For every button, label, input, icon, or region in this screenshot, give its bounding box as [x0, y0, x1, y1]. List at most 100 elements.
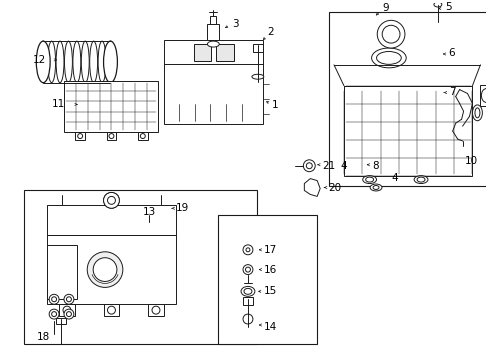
Text: 6: 6 — [448, 48, 454, 58]
Bar — [56, 318, 66, 324]
Bar — [47, 205, 175, 235]
Bar — [138, 132, 147, 140]
Ellipse shape — [416, 177, 424, 182]
Circle shape — [140, 134, 145, 139]
Ellipse shape — [56, 41, 64, 83]
Ellipse shape — [98, 41, 106, 83]
Ellipse shape — [241, 287, 254, 296]
Circle shape — [243, 265, 252, 275]
Bar — [59, 304, 75, 316]
Ellipse shape — [433, 2, 441, 7]
Circle shape — [382, 25, 399, 43]
Circle shape — [93, 258, 117, 282]
Circle shape — [305, 163, 312, 169]
Circle shape — [63, 306, 71, 314]
Text: 11: 11 — [52, 99, 65, 109]
Ellipse shape — [251, 74, 263, 79]
Bar — [47, 245, 77, 299]
Ellipse shape — [474, 108, 479, 118]
Text: 20: 20 — [327, 184, 341, 193]
Ellipse shape — [471, 105, 481, 121]
Bar — [64, 81, 158, 132]
Circle shape — [87, 252, 122, 287]
Bar — [343, 86, 471, 176]
Ellipse shape — [81, 41, 89, 83]
Text: 1: 1 — [271, 100, 278, 111]
Bar — [218, 215, 317, 344]
Text: 15: 15 — [263, 286, 277, 296]
Ellipse shape — [369, 184, 381, 191]
Ellipse shape — [39, 41, 47, 83]
Text: 8: 8 — [372, 161, 378, 171]
Ellipse shape — [480, 89, 488, 103]
Bar — [243, 297, 252, 305]
Bar — [210, 17, 216, 24]
Ellipse shape — [73, 41, 81, 83]
Bar — [328, 13, 488, 185]
Bar — [252, 44, 262, 52]
Circle shape — [78, 134, 82, 139]
Text: 14: 14 — [263, 322, 277, 332]
Circle shape — [243, 245, 252, 255]
Ellipse shape — [64, 41, 72, 83]
Bar — [479, 85, 488, 107]
Circle shape — [66, 297, 71, 302]
Text: 4: 4 — [390, 172, 397, 183]
Ellipse shape — [47, 41, 56, 83]
Circle shape — [52, 297, 57, 302]
Circle shape — [109, 134, 114, 139]
Ellipse shape — [244, 288, 251, 294]
Circle shape — [243, 314, 252, 324]
Text: 12: 12 — [32, 55, 45, 65]
Circle shape — [245, 248, 249, 252]
Bar — [103, 304, 119, 316]
Ellipse shape — [365, 177, 373, 182]
Text: 16: 16 — [263, 265, 277, 275]
Text: 7: 7 — [448, 86, 454, 96]
Bar — [207, 24, 219, 40]
Circle shape — [64, 294, 74, 304]
Text: 3: 3 — [232, 19, 238, 29]
Text: 5: 5 — [444, 3, 450, 13]
Circle shape — [376, 21, 404, 48]
Circle shape — [303, 160, 315, 172]
Text: 10: 10 — [464, 156, 477, 166]
Circle shape — [49, 309, 59, 319]
Text: 2: 2 — [267, 27, 274, 37]
Text: 21: 21 — [322, 161, 335, 171]
Circle shape — [49, 294, 59, 304]
Circle shape — [152, 306, 160, 314]
Ellipse shape — [376, 51, 401, 64]
Ellipse shape — [103, 41, 117, 83]
Bar — [163, 40, 262, 124]
Bar — [148, 304, 163, 316]
Circle shape — [103, 193, 119, 208]
Circle shape — [103, 193, 119, 208]
Polygon shape — [304, 179, 320, 197]
Ellipse shape — [371, 48, 406, 68]
Circle shape — [64, 309, 74, 319]
Text: 17: 17 — [263, 245, 277, 255]
Text: 9: 9 — [382, 4, 388, 13]
Ellipse shape — [106, 41, 114, 83]
Circle shape — [107, 306, 115, 314]
Ellipse shape — [413, 176, 427, 184]
Circle shape — [107, 197, 115, 204]
Circle shape — [52, 312, 57, 316]
Bar — [106, 132, 116, 140]
Circle shape — [66, 312, 71, 316]
Bar — [216, 44, 234, 62]
Ellipse shape — [207, 41, 219, 47]
Bar — [47, 235, 175, 304]
Ellipse shape — [89, 41, 98, 83]
Ellipse shape — [36, 41, 50, 83]
Text: 13: 13 — [142, 207, 155, 217]
Circle shape — [245, 267, 250, 272]
Ellipse shape — [362, 176, 376, 184]
Bar — [193, 44, 211, 62]
Bar — [24, 190, 256, 344]
Text: 4: 4 — [340, 161, 347, 171]
Text: 19: 19 — [175, 203, 189, 213]
Text: 18: 18 — [37, 332, 50, 342]
Ellipse shape — [372, 185, 378, 189]
